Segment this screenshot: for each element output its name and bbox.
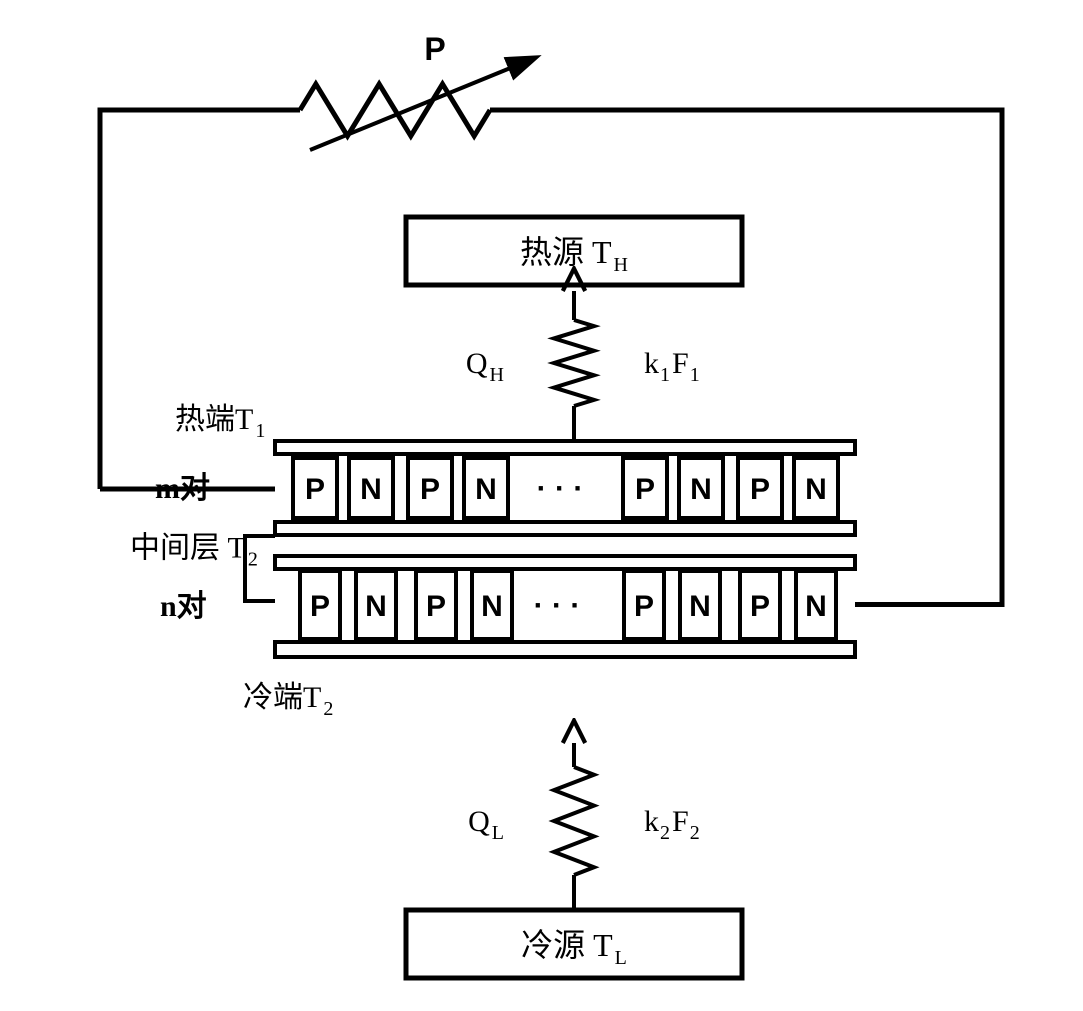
label-hot-end: 热端T1: [175, 403, 265, 442]
variable-resistor-zigzag: [300, 84, 490, 136]
row1-P: P: [750, 473, 770, 506]
row2-P: P: [634, 590, 654, 623]
qh-zigzag: [554, 320, 594, 406]
row2-P: P: [426, 590, 446, 623]
row1-dots: · · ·: [537, 472, 584, 505]
row2-P: P: [750, 590, 770, 623]
label-m-pairs: m对: [155, 472, 210, 505]
label-cold-end: 冷端T2: [243, 681, 333, 720]
row2-N: N: [481, 590, 503, 623]
row2-dots: · · ·: [534, 589, 581, 622]
row2-N: N: [689, 590, 711, 623]
label-k2F2: k2F2: [644, 805, 700, 844]
ql-zigzag: [554, 767, 594, 875]
label-mid-layer: 中间层 T2: [130, 532, 258, 571]
row1-P: P: [305, 473, 325, 506]
label-n-pairs: n对: [160, 590, 207, 623]
row1-N: N: [805, 473, 827, 506]
row2-N: N: [365, 590, 387, 623]
plate-mid_lower: [275, 556, 855, 569]
variable-resistor-arrow: [310, 62, 525, 150]
plate-mid_upper: [275, 522, 855, 535]
row1-N: N: [690, 473, 712, 506]
plate-top_plate: [275, 441, 855, 454]
label-P: P: [424, 31, 445, 67]
label-QH: QH: [466, 347, 504, 386]
row2-P: P: [310, 590, 330, 623]
row1-P: P: [635, 473, 655, 506]
label-k1F1: k1F1: [644, 347, 700, 386]
row1-N: N: [475, 473, 497, 506]
label-QL: QL: [468, 805, 504, 844]
cold-source-label: 冷源 TL: [521, 927, 627, 969]
row1-P: P: [420, 473, 440, 506]
row2-N: N: [805, 590, 827, 623]
row1-N: N: [360, 473, 382, 506]
plate-bottom_plate: [275, 642, 855, 657]
